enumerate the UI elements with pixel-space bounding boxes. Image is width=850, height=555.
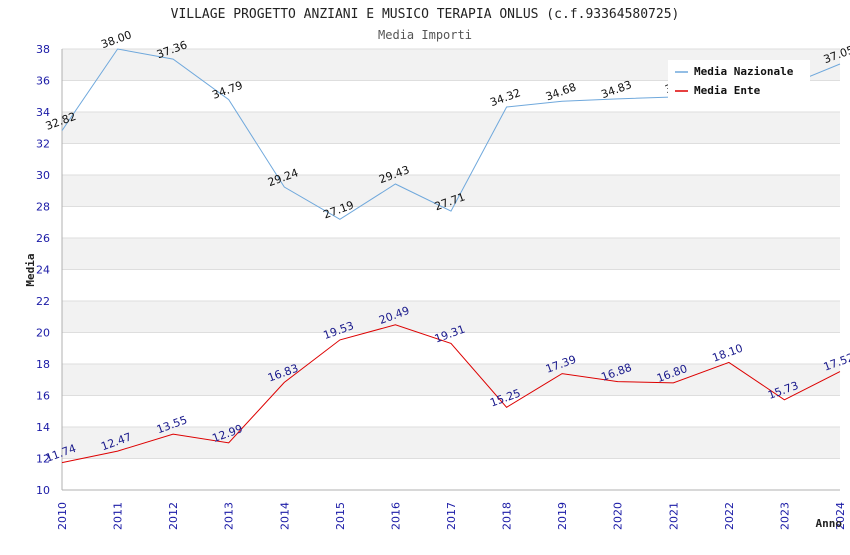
y-tick-label: 10 <box>36 484 50 497</box>
y-tick-label: 12 <box>36 453 50 466</box>
series-line-1 <box>61 324 841 464</box>
y-tick-label: 18 <box>36 358 50 371</box>
plot-band <box>62 269 840 301</box>
y-tick-label: 16 <box>36 390 50 403</box>
x-tick-label: 2018 <box>501 502 514 530</box>
plot-band <box>62 301 840 333</box>
x-tick-label: 2014 <box>278 502 291 530</box>
x-tick-labels: 2010 2011 2012 2013 2014 2015 2016 2017 2018 2019… <box>56 502 847 530</box>
y-tick-label: 20 <box>36 327 50 340</box>
x-tick-label: 2012 <box>167 502 180 530</box>
plot-band <box>62 175 840 207</box>
plot-band <box>62 332 840 364</box>
y-tick-label: 22 <box>36 295 50 308</box>
data-label: 38.00 <box>99 28 133 51</box>
x-tick-label: 2020 <box>612 502 625 530</box>
x-axis-title: Anno <box>816 517 843 530</box>
x-tick-label: 2022 <box>723 502 736 530</box>
x-tick-label: 2011 <box>112 502 125 530</box>
y-tick-label: 24 <box>36 264 50 277</box>
x-tick-label: 2023 <box>778 502 791 530</box>
chart-title: VILLAGE PROGETTO ANZIANI E MUSICO TERAPI… <box>171 7 680 22</box>
y-tick-labels: 10 12 14 16 18 20 22 24 26 28 30 32 34 36 38 <box>36 43 50 497</box>
x-tick-label: 2024 <box>834 502 847 530</box>
legend-label-nazionale: Media Nazionale <box>694 65 794 78</box>
plot-band <box>62 238 840 270</box>
legend-box <box>668 60 810 102</box>
x-tick-label: 2010 <box>56 502 69 530</box>
x-tick-label: 2017 <box>445 502 458 530</box>
x-tick-label: 2016 <box>389 502 402 530</box>
plot-band <box>62 427 840 459</box>
plot-band <box>62 364 840 396</box>
y-axis-title: Media <box>24 253 37 286</box>
plot-band <box>62 143 840 175</box>
y-tick-label: 30 <box>36 169 50 182</box>
y-tick-label: 32 <box>36 138 50 151</box>
x-tick-label: 2021 <box>667 502 680 530</box>
plot-band <box>62 395 840 427</box>
grid-lines <box>62 48 840 491</box>
y-tick-label: 36 <box>36 75 50 88</box>
axes <box>61 49 840 491</box>
y-tick-label: 26 <box>36 232 50 245</box>
x-tick-label: 2015 <box>334 502 347 530</box>
y-tick-label: 34 <box>36 106 50 119</box>
y-tick-label: 28 <box>36 201 50 214</box>
plot-band <box>62 206 840 238</box>
y-tick-label: 38 <box>36 43 50 56</box>
x-tick-label: 2013 <box>223 502 236 530</box>
legend: Media Nazionale Media Ente <box>668 60 810 102</box>
x-tick-label: 2019 <box>556 502 569 530</box>
y-tick-label: 14 <box>36 421 50 434</box>
legend-label-ente: Media Ente <box>694 84 761 97</box>
plot-band <box>62 458 840 490</box>
chart-subtitle: Media Importi <box>378 28 472 42</box>
plot-band <box>62 112 840 144</box>
